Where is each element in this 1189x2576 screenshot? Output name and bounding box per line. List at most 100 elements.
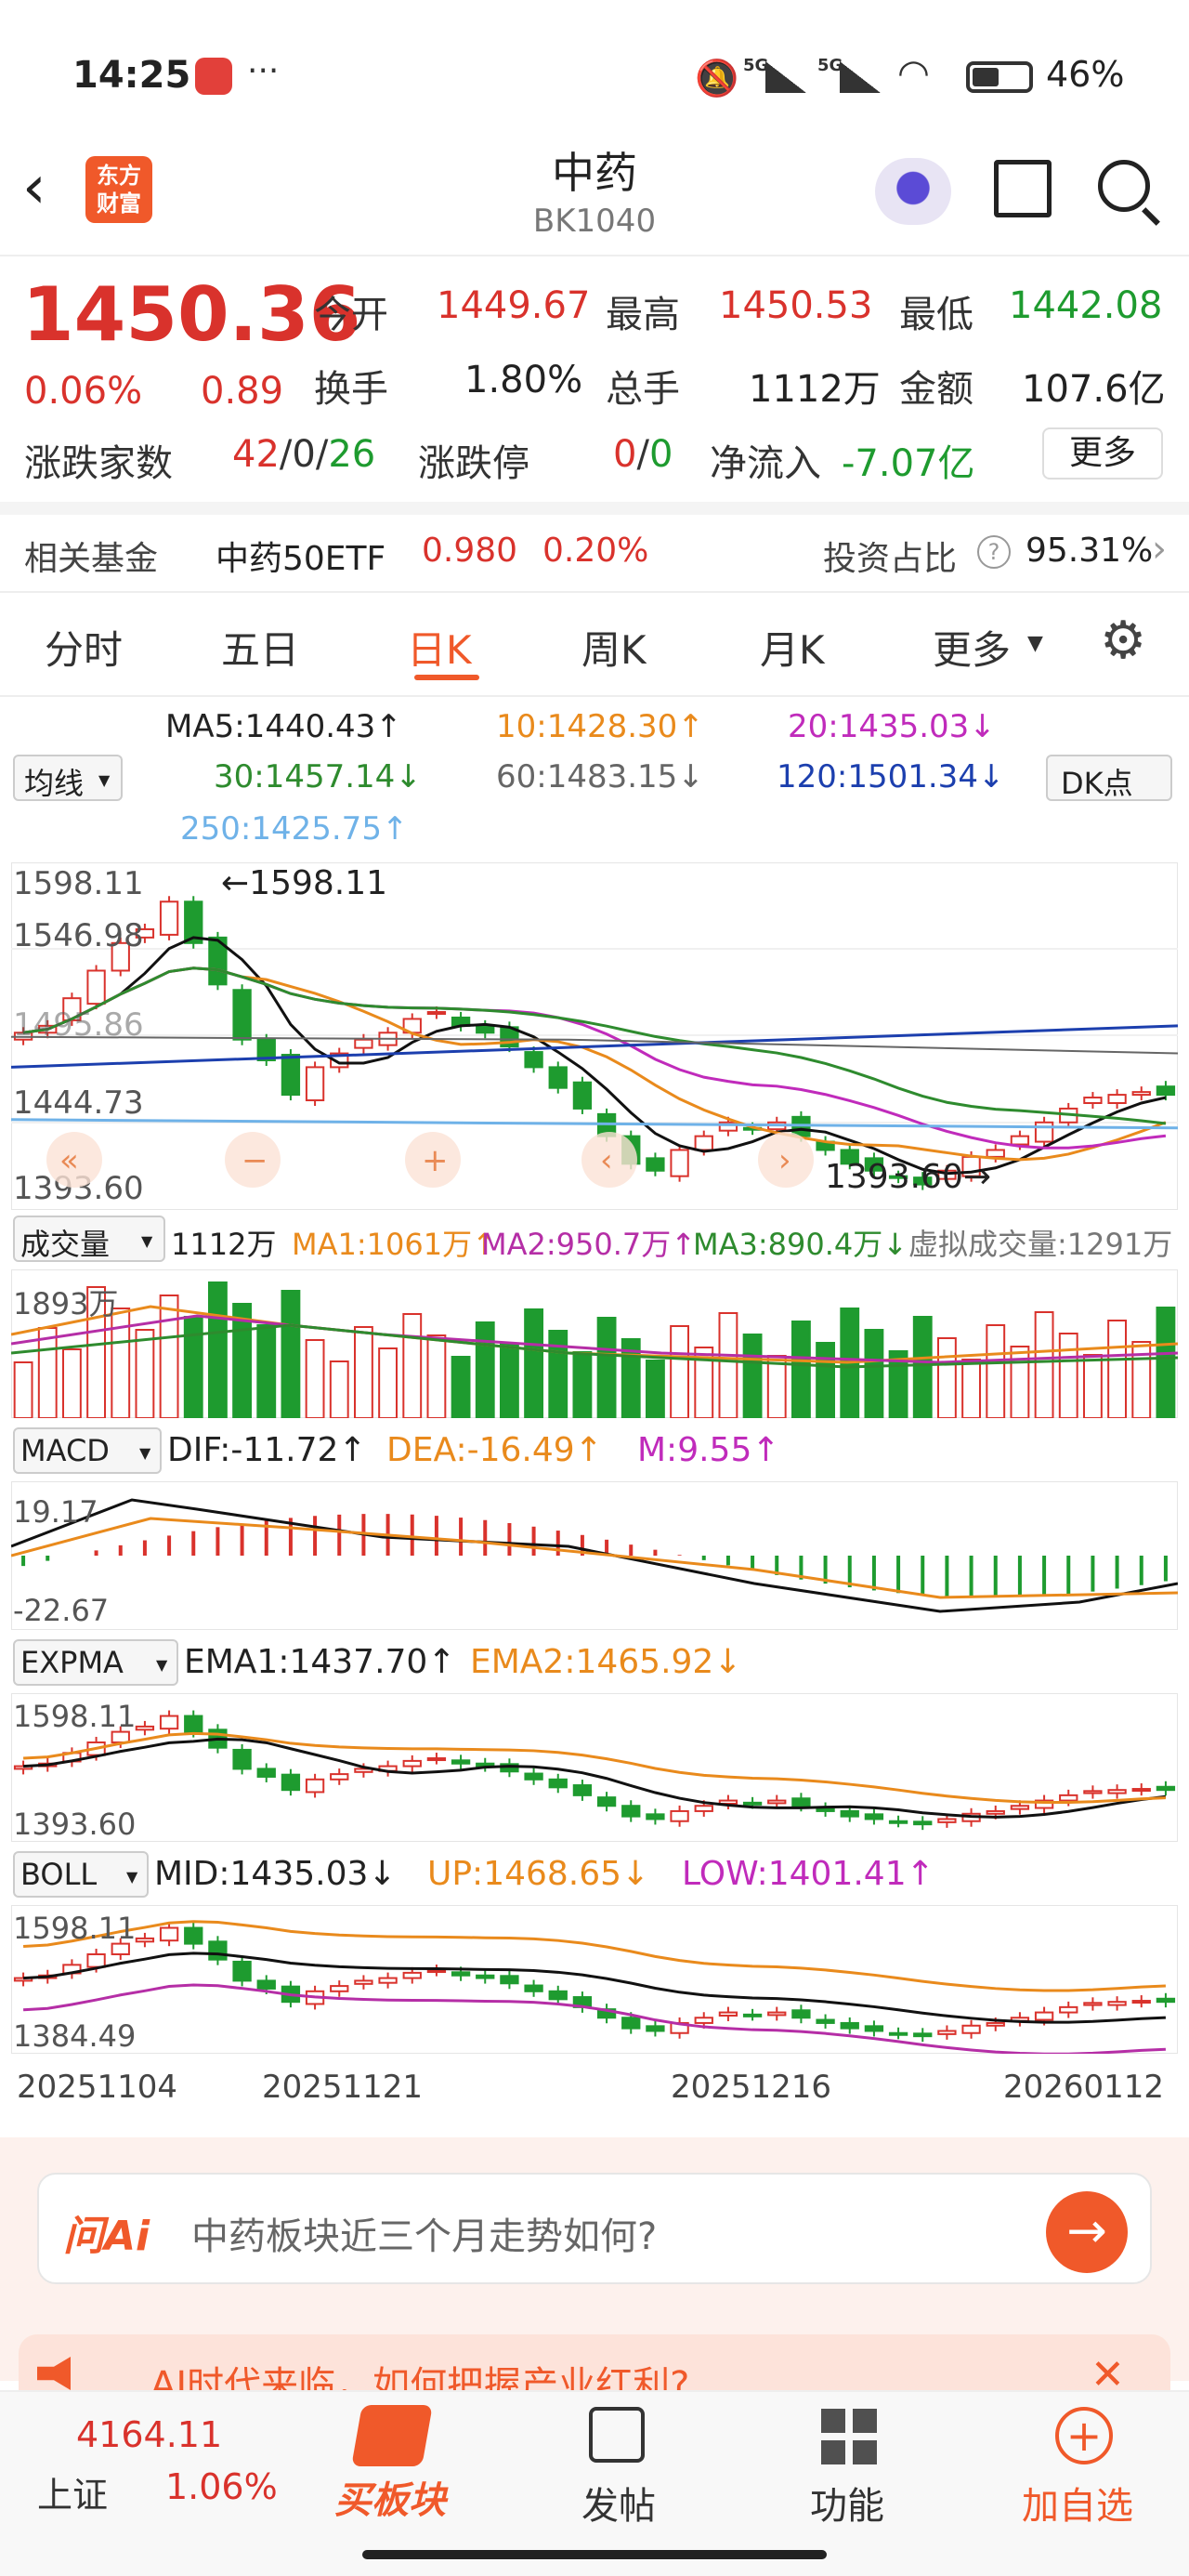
volume-value: 1112万 xyxy=(749,368,881,411)
macd-y-bottom: -22.67 xyxy=(13,1593,109,1628)
chart-bar xyxy=(1083,1097,1103,1104)
volume-selector[interactable]: 成交量 ▼ xyxy=(13,1216,165,1262)
dk-button[interactable]: DK点 xyxy=(1046,755,1172,801)
tab-daily-k[interactable]: 日K xyxy=(407,627,472,673)
chart-bar xyxy=(256,1038,276,1061)
buy-board-button[interactable]: 买板块 xyxy=(316,2392,474,2531)
ai-section: 问Ai 中药板块近三个月走势如何? → AI时代来临，如何把握产业红利? ✕ xyxy=(0,2137,1189,2407)
scroll-right-button[interactable] xyxy=(758,1132,814,1188)
zoom-in-button[interactable] xyxy=(405,1132,461,1188)
chart-bar xyxy=(378,1347,399,1418)
chart-bar xyxy=(426,1334,447,1418)
chart-bar xyxy=(670,1149,689,1177)
kline-high-marker: ←1598.11 xyxy=(221,864,387,902)
chart-bar xyxy=(37,1327,58,1418)
add-watchlist-button[interactable]: + 加自选 xyxy=(1003,2392,1170,2531)
chart-bar xyxy=(354,1038,373,1049)
tab-weekly-k[interactable]: 周K xyxy=(581,627,647,673)
chart-bar xyxy=(864,1157,884,1172)
tab-monthly-k[interactable]: 月K xyxy=(760,627,825,673)
boll-chart[interactable]: 1598.11 1384.49 xyxy=(11,1905,1178,2054)
ma-selector-label: 均线 xyxy=(24,766,85,801)
help-icon[interactable]: ? xyxy=(977,535,1011,569)
chart-bar xyxy=(426,1011,447,1016)
chart-bar xyxy=(159,1295,179,1418)
ai-banner[interactable]: AI时代来临，如何把握产业红利? ✕ xyxy=(19,2334,1170,2407)
kline-low-marker: 1393.60→ xyxy=(825,1158,991,1196)
macd-dea: DEA:-16.49↑ xyxy=(386,1431,603,1469)
chart-bar xyxy=(232,989,252,1041)
chart-bar xyxy=(135,1937,155,1943)
megaphone-icon xyxy=(37,2357,71,2390)
ai-question-card[interactable]: 问Ai 中药板块近三个月走势如何? → xyxy=(37,2173,1152,2284)
more-button[interactable]: 更多 xyxy=(1042,427,1163,480)
zoom-out-button[interactable] xyxy=(225,1132,281,1188)
ratio-label: 投资占比 xyxy=(823,540,958,578)
gear-icon[interactable]: ⚙ xyxy=(1100,611,1147,671)
flat-count: 0 xyxy=(292,433,316,476)
inflow-label: 净流入 xyxy=(710,442,821,485)
chart-bar xyxy=(499,1343,519,1418)
limit-up-count: 0 xyxy=(613,433,637,476)
search-icon-handle xyxy=(1142,207,1160,226)
chart-bar xyxy=(184,900,203,944)
tab-more-caret-icon: ▼ xyxy=(1027,632,1043,655)
chart-bar xyxy=(1156,1997,1176,2004)
chart-bar xyxy=(1107,1789,1127,1794)
boll-mid: MID:1435.03↓ xyxy=(154,1855,397,1893)
chart-bar xyxy=(621,1338,641,1418)
tab-intraday[interactable]: 分时 xyxy=(45,627,124,673)
macd-legend: MACD ▼ DIF:-11.72↑ DEA:-16.49↑ M:9.55↑ xyxy=(0,1424,1189,1479)
chart-bar xyxy=(718,2011,738,2017)
chart-bar xyxy=(548,1066,568,1089)
kline-y-4: 1444.73 xyxy=(13,1084,144,1122)
scroll-left-fast-button[interactable] xyxy=(46,1132,102,1188)
home-indicator xyxy=(362,2550,827,2559)
ai-robot-icon[interactable] xyxy=(875,158,951,225)
fund-row[interactable]: 相关基金 中药50ETF 0.980 0.20% 投资占比 ? 95.31% › xyxy=(0,515,1189,593)
chart-bar xyxy=(354,1768,373,1773)
kline-chart[interactable]: 1598.11 1546.98 1495.86 1444.73 1393.60 … xyxy=(11,862,1178,1210)
search-icon[interactable] xyxy=(1098,160,1150,212)
date-label-3: 20251216 xyxy=(671,2069,832,2106)
up-count: 42 xyxy=(232,433,280,476)
index-ticker[interactable]: 4164.11 上证 1.06% xyxy=(0,2392,288,2531)
macd-selector[interactable]: MACD ▼ xyxy=(13,1427,162,1474)
header-bar: ‹ 东方 财富 中药 BK1040 xyxy=(0,139,1189,256)
boll-selector[interactable]: BOLL ▼ xyxy=(13,1851,149,1898)
app-logo: 东方 财富 xyxy=(85,156,152,223)
date-label-2: 20251121 xyxy=(262,2069,424,2106)
scroll-left-button[interactable] xyxy=(581,1132,637,1188)
date-label-4: 20260112 xyxy=(1003,2069,1165,2106)
high-label: 最高 xyxy=(606,294,680,336)
ai-submit-button[interactable]: → xyxy=(1046,2191,1128,2273)
chart-bar xyxy=(135,927,155,939)
function-label: 功能 xyxy=(810,2485,884,2528)
expma-chart[interactable]: 1598.11 1393.60 xyxy=(11,1693,1178,1842)
chart-bar xyxy=(1107,1320,1128,1418)
macd-chart[interactable]: 19.17 -22.67 xyxy=(11,1481,1178,1630)
tab-more[interactable]: 更多 xyxy=(933,627,1012,673)
chart-bar xyxy=(961,1359,982,1418)
chart-bar xyxy=(645,1360,665,1418)
function-button[interactable]: 功能 xyxy=(790,2392,910,2531)
chart-overlay-controls: « − + ‹ › xyxy=(46,1132,814,1188)
share-icon[interactable] xyxy=(994,160,1052,217)
post-button[interactable]: 发帖 xyxy=(557,2392,678,2531)
volume-chart[interactable]: 1893万 xyxy=(11,1269,1178,1418)
chart-bar xyxy=(718,1799,738,1805)
tab-five-day[interactable]: 五日 xyxy=(221,627,300,673)
amount-label: 金额 xyxy=(899,368,973,411)
chart-bar xyxy=(913,2032,933,2038)
page-title: 中药 xyxy=(552,148,637,198)
back-arrow-icon[interactable]: ‹ xyxy=(22,153,46,222)
chart-bar xyxy=(718,1121,738,1132)
chart-bar xyxy=(305,1778,325,1794)
chart-bar xyxy=(548,1990,568,2001)
inflow-value: -7.07亿 xyxy=(842,442,975,485)
ma-selector[interactable]: 均线 ▼ xyxy=(13,755,123,801)
chart-bar xyxy=(475,1321,495,1418)
chart-bar xyxy=(208,936,228,986)
expma-selector[interactable]: EXPMA ▼ xyxy=(13,1639,178,1686)
chevron-right-icon: › xyxy=(778,1142,791,1179)
